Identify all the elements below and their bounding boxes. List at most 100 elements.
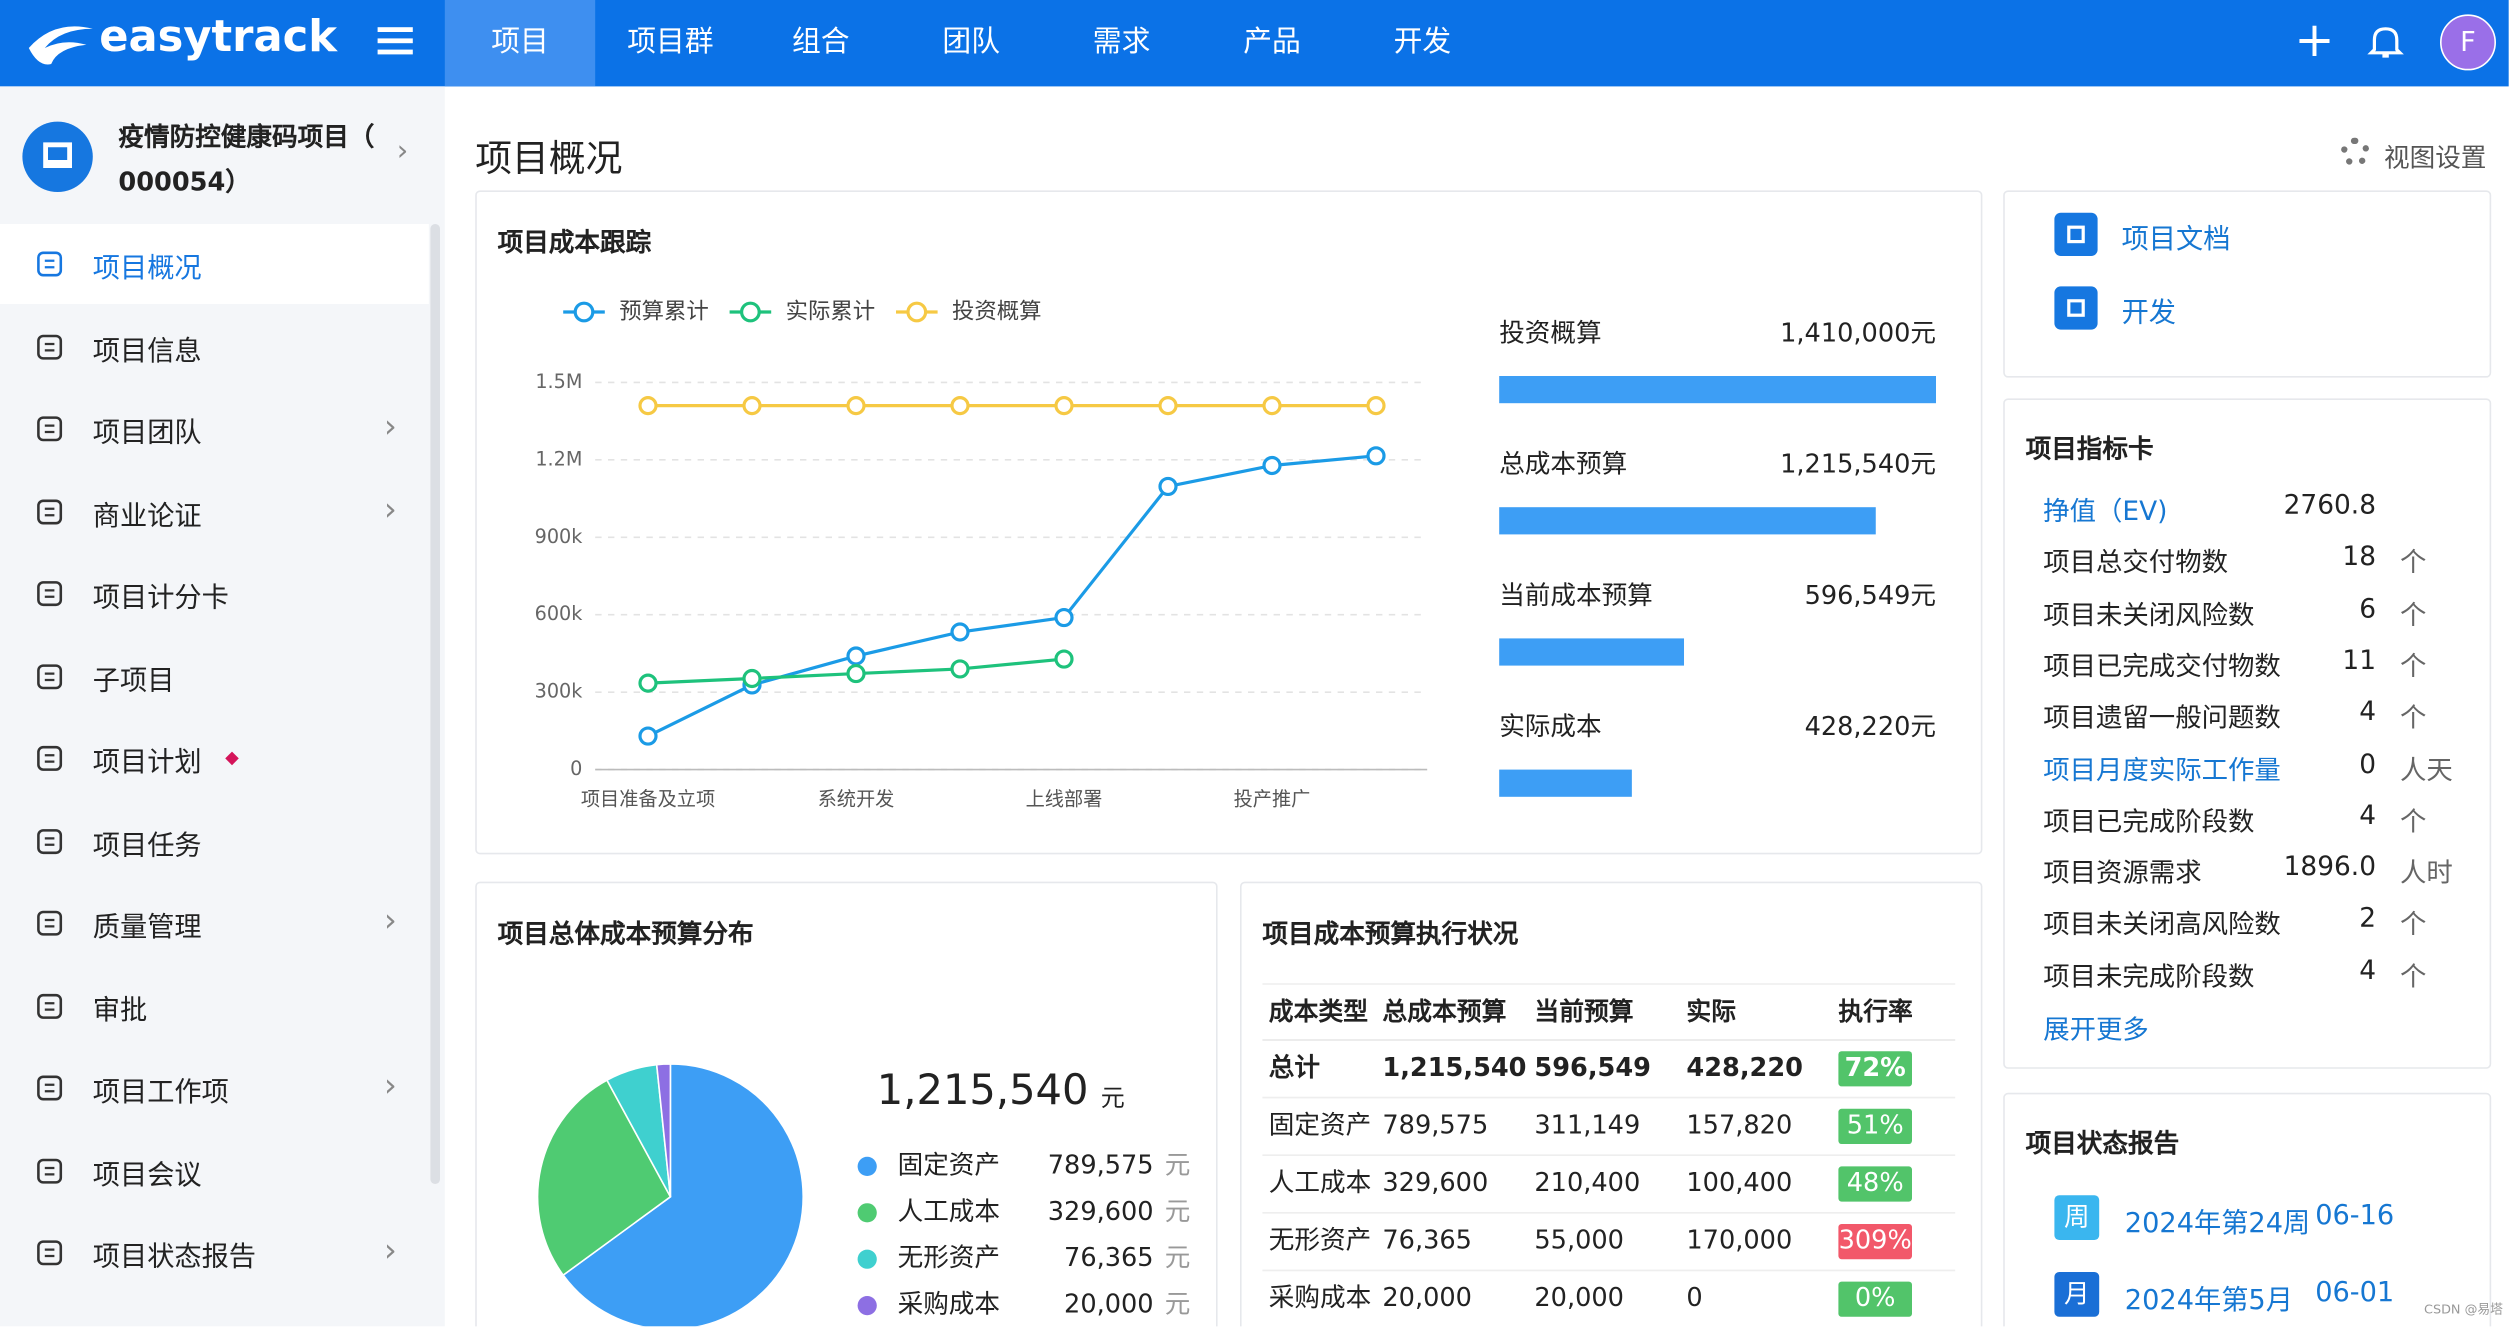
menu-item[interactable]: 项目工作项 › xyxy=(0,1048,429,1128)
menu-item[interactable]: 质量管理 › xyxy=(0,883,429,963)
brand[interactable]: easytrack xyxy=(99,12,337,63)
indicator-unit: 人天 xyxy=(2400,754,2453,785)
menu-item[interactable]: 子项目 xyxy=(0,636,429,716)
icon xyxy=(37,1240,63,1266)
indicator-name: 项目未关闭高风险数 xyxy=(2043,909,2281,940)
indicator-unit: 个 xyxy=(2400,909,2427,940)
report-title[interactable]: 2024年第24周 xyxy=(2124,1208,2311,1240)
card xyxy=(1240,881,1983,1327)
menu-item[interactable]: 审批 xyxy=(0,966,429,1046)
indicator-value: 18 xyxy=(2342,541,2376,572)
menu-item[interactable]: 项目任务 xyxy=(0,801,429,881)
card-title: 项目成本跟踪 xyxy=(497,227,652,258)
project-icon xyxy=(22,121,93,192)
chevron[interactable]: › xyxy=(396,134,409,168)
indicator-value: 11 xyxy=(2342,644,2376,676)
nav-tab[interactable]: 组合 xyxy=(792,25,850,60)
notifications[interactable] xyxy=(2366,22,2404,60)
menu-label: 项目会议 xyxy=(92,1159,202,1192)
icon xyxy=(37,333,63,359)
indicator-unit: 个 xyxy=(2400,651,2427,682)
indicator-value: 0 xyxy=(2359,748,2376,779)
indicator-value: 1896.0 xyxy=(2283,851,2376,882)
icon-shape xyxy=(37,498,63,524)
menu-dot xyxy=(225,751,239,766)
report-date[interactable]: 06-01 xyxy=(2315,1276,2395,1309)
gear-icon[interactable] xyxy=(2340,137,2370,167)
report-date[interactable]: 06-16 xyxy=(2315,1200,2395,1232)
link-icon[interactable] xyxy=(2054,212,2098,256)
icon xyxy=(37,1075,63,1101)
indicator-value: 4 xyxy=(2359,799,2376,831)
project-name[interactable]: 疫情防控健康码项目（ xyxy=(118,121,375,152)
indicator-unit: 个 xyxy=(2400,547,2427,579)
scrollbar xyxy=(430,224,440,1184)
nav-tab[interactable]: 开发 xyxy=(1393,25,1452,60)
icon-shape xyxy=(37,663,63,689)
menu-toggle-bar xyxy=(377,27,413,32)
indicator-name[interactable]: 挣值（EV) xyxy=(2043,496,2168,527)
icon-shape xyxy=(37,1075,63,1101)
card-title: 项目成本预算执行状况 xyxy=(1262,918,1519,949)
nav-tab[interactable]: 产品 xyxy=(1243,25,1301,60)
link-icon[interactable] xyxy=(2054,286,2098,330)
logo-mark xyxy=(28,26,93,65)
nav-tab[interactable]: 项目 xyxy=(444,0,596,87)
card xyxy=(475,881,1218,1327)
menu-label: 项目计分卡 xyxy=(92,582,229,615)
menu-arrow: › xyxy=(384,1230,397,1269)
indicator-name: 项目已完成交付物数 xyxy=(2043,651,2281,682)
indicator-value: 6 xyxy=(2359,592,2376,624)
project-name[interactable]: 000054） xyxy=(118,166,251,197)
report-badge: 月 xyxy=(2054,1272,2100,1317)
menu-arrow: › xyxy=(384,1065,397,1104)
indicator-name: 项目未完成阶段数 xyxy=(2043,961,2255,992)
indicator-name: 项目总交付物数 xyxy=(2043,547,2228,579)
logo[interactable] xyxy=(22,13,96,77)
avatar[interactable]: F xyxy=(2440,14,2496,71)
menu-label: 质量管理 xyxy=(92,912,202,944)
indicator-name: 项目未关闭风险数 xyxy=(2043,599,2255,630)
indicator-unit: 个 xyxy=(2400,599,2427,630)
nav-tab[interactable]: 团队 xyxy=(942,25,1000,60)
icon-shape xyxy=(37,828,63,854)
menu-item[interactable]: 项目信息 xyxy=(0,306,429,386)
menu-label: 项目计划 xyxy=(92,747,202,780)
card-title: 项目总体成本预算分布 xyxy=(497,918,754,949)
indicator-value: 4 xyxy=(2359,954,2376,986)
link-icon-glyph xyxy=(2067,299,2085,317)
expand-more[interactable]: 展开更多 xyxy=(2043,1014,2149,1045)
menu-item[interactable]: 项目会议 xyxy=(0,1130,429,1210)
menu-label: 审批 xyxy=(92,994,148,1027)
menu-label: 项目状态报告 xyxy=(92,1241,256,1274)
icon xyxy=(37,581,63,607)
card xyxy=(2003,398,2492,1069)
nav-tab[interactable]: 需求 xyxy=(1092,25,1151,60)
view-settings[interactable]: 视图设置 xyxy=(2384,142,2487,173)
menu-item[interactable]: 项目概况 xyxy=(0,224,429,304)
report-title[interactable]: 2024年第5月 xyxy=(2124,1284,2293,1317)
menu-item[interactable]: 商业论证 › xyxy=(0,471,429,551)
menu-label: 项目工作项 xyxy=(92,1076,229,1109)
menu-item[interactable]: 项目状态报告 › xyxy=(0,1213,429,1293)
add-button[interactable]: + xyxy=(2294,12,2335,69)
menu-item[interactable]: 项目计分卡 xyxy=(0,554,429,634)
indicator-name[interactable]: 项目月度实际工作量 xyxy=(2043,754,2281,785)
bell xyxy=(2367,27,2404,58)
card xyxy=(475,190,1983,855)
icon xyxy=(37,663,63,689)
icon-shape xyxy=(37,1240,63,1266)
card-title: 项目状态报告 xyxy=(2025,1128,2180,1159)
link[interactable]: 开发 xyxy=(2121,297,2176,330)
menu-toggle[interactable] xyxy=(377,27,413,59)
menu-item[interactable]: 项目计划 xyxy=(0,718,429,798)
nav-tab[interactable]: 项目群 xyxy=(627,25,714,60)
link[interactable]: 项目文档 xyxy=(2121,224,2231,256)
icon-shape xyxy=(37,581,63,607)
indicator-name: 项目已完成阶段数 xyxy=(2043,806,2255,837)
indicator-unit: 个 xyxy=(2400,806,2427,837)
icon xyxy=(37,416,63,442)
menu-item[interactable]: 项目团队 › xyxy=(0,389,429,469)
menu-arrow: › xyxy=(384,406,397,445)
